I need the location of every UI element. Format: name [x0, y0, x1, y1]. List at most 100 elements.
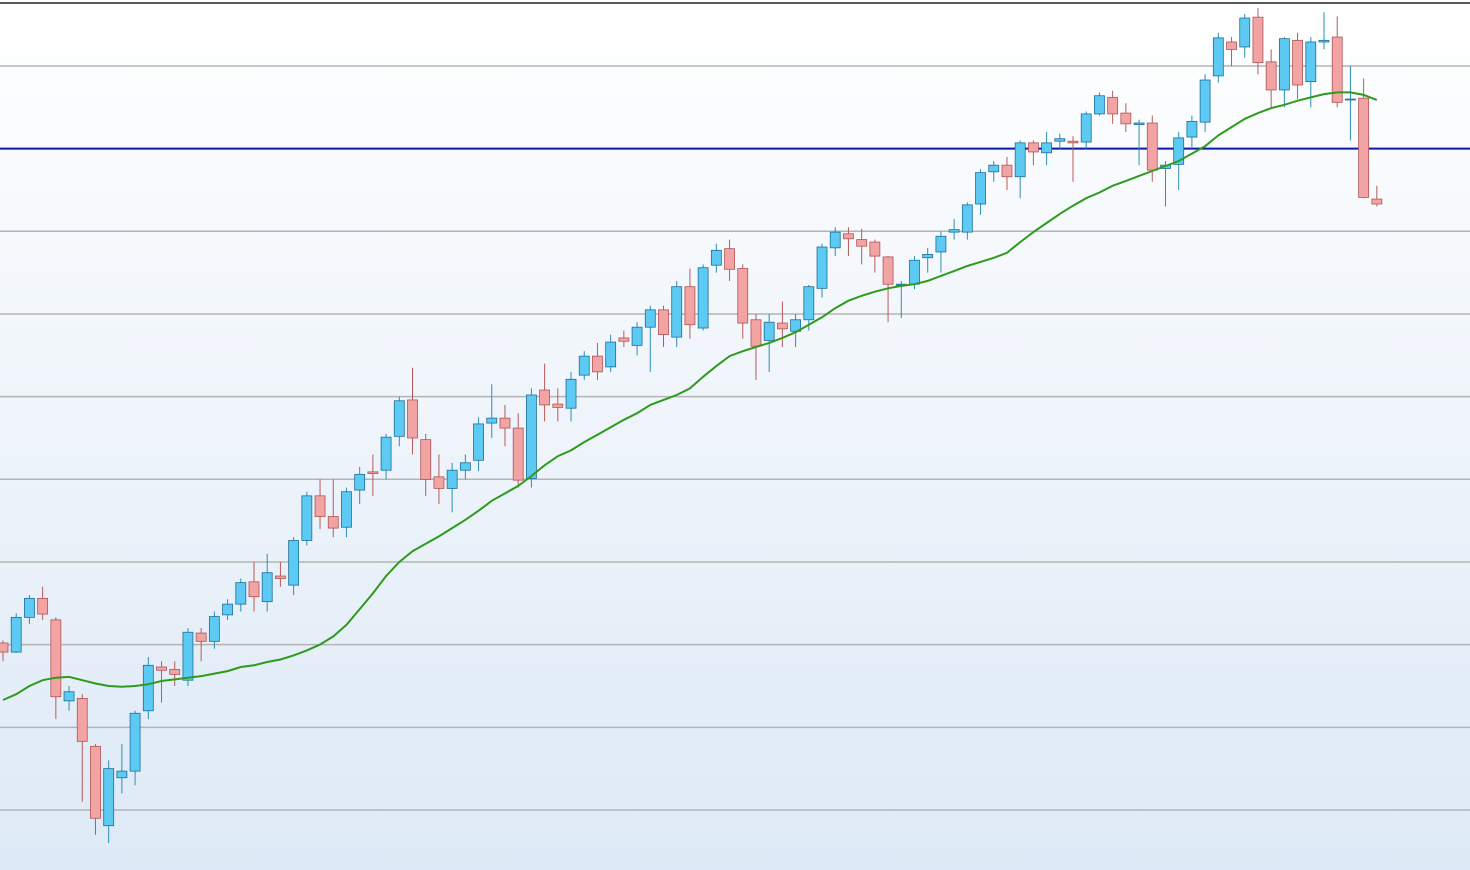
candle-body: [367, 471, 379, 474]
candle-body: [446, 469, 458, 489]
candle-body: [1067, 140, 1079, 144]
candle-body: [578, 355, 590, 376]
candle-body: [592, 355, 603, 373]
candle-body: [288, 540, 300, 586]
candle-body: [776, 322, 788, 330]
candle-body: [948, 229, 960, 233]
candle-body: [380, 436, 392, 471]
candle-body: [314, 495, 326, 517]
candle-body: [684, 286, 696, 326]
candle-body: [658, 309, 669, 336]
candle-body: [1080, 113, 1092, 143]
candle-body: [486, 417, 498, 424]
candle-body: [1345, 98, 1356, 101]
candle-body: [935, 235, 947, 253]
candle-body: [459, 462, 471, 471]
candle-body: [433, 476, 445, 489]
candle-body: [156, 666, 167, 671]
candle-body: [90, 745, 101, 819]
candle-body: [393, 400, 405, 437]
candle-body: [922, 254, 934, 259]
candle-body: [235, 582, 247, 605]
candle-body: [0, 642, 9, 653]
candle-body: [354, 473, 366, 491]
candle-body: [103, 768, 115, 827]
candle-body: [182, 631, 194, 681]
candle-body: [526, 394, 537, 479]
candle-body: [24, 597, 35, 618]
candle-body: [169, 669, 181, 675]
candle-body: [1318, 39, 1330, 43]
candle-body: [975, 172, 986, 205]
candle-body: [420, 439, 432, 480]
candle-body: [142, 664, 154, 712]
candle-body: [961, 204, 973, 233]
candle-body: [1054, 138, 1066, 142]
candle-body: [829, 231, 841, 249]
candle-body: [697, 267, 709, 329]
candle-body: [1027, 142, 1039, 153]
candle-body: [1252, 16, 1264, 64]
candle-body: [605, 341, 617, 368]
candle-body: [1094, 95, 1105, 115]
candle-body: [499, 417, 511, 429]
candle-body: [1226, 41, 1237, 50]
candle-body: [37, 597, 49, 615]
candle-body: [737, 268, 749, 324]
candle-body: [116, 770, 128, 779]
candle-body: [750, 319, 762, 347]
candle-body: [1278, 38, 1290, 91]
candle-body: [816, 246, 828, 289]
candle-body: [909, 259, 920, 285]
candle-body: [1199, 79, 1211, 123]
candle-body: [473, 423, 484, 461]
candle-body: [275, 575, 286, 579]
candle-body: [1212, 37, 1224, 77]
candle-body: [1186, 120, 1198, 138]
candle-body: [1120, 112, 1132, 125]
candle-body: [869, 241, 881, 257]
candle-body: [1173, 137, 1185, 165]
candle-body: [539, 389, 551, 406]
candle-body: [856, 239, 868, 247]
candle-body: [763, 321, 775, 341]
candle-body: [724, 248, 735, 270]
candle-body: [882, 256, 894, 285]
candle-body: [803, 286, 815, 321]
candle-body: [710, 249, 722, 266]
candle-body: [618, 337, 630, 342]
candle-body: [1305, 41, 1317, 83]
candle-body: [10, 616, 22, 653]
candle-body: [1265, 61, 1277, 91]
candle-body: [1107, 96, 1119, 115]
candle-body: [341, 491, 352, 528]
candle-body: [1041, 142, 1052, 154]
candle-body: [327, 516, 339, 529]
candle-body: [512, 427, 524, 481]
candle-body: [1014, 142, 1026, 178]
candle-body: [222, 603, 233, 616]
candle-body: [129, 712, 141, 772]
candle-body: [1239, 17, 1251, 48]
candle-body: [208, 616, 220, 642]
candle-body: [1001, 164, 1013, 178]
candle-body: [1331, 36, 1343, 103]
candle-body: [1358, 97, 1370, 198]
candle-body: [1133, 122, 1145, 126]
candle-body: [63, 691, 75, 702]
candle-body: [301, 495, 313, 541]
candle-body: [552, 403, 564, 408]
candle-body: [76, 697, 88, 742]
candle-body: [1146, 122, 1158, 171]
candle-body: [1371, 198, 1383, 205]
candle-body: [644, 309, 656, 328]
candle-body: [631, 326, 643, 346]
candle-body: [407, 399, 418, 439]
candle-body: [261, 572, 273, 603]
candle-body: [50, 619, 62, 698]
candle-body: [248, 581, 260, 598]
candle-body: [843, 233, 854, 240]
moving-average-line: [2, 91, 1378, 701]
